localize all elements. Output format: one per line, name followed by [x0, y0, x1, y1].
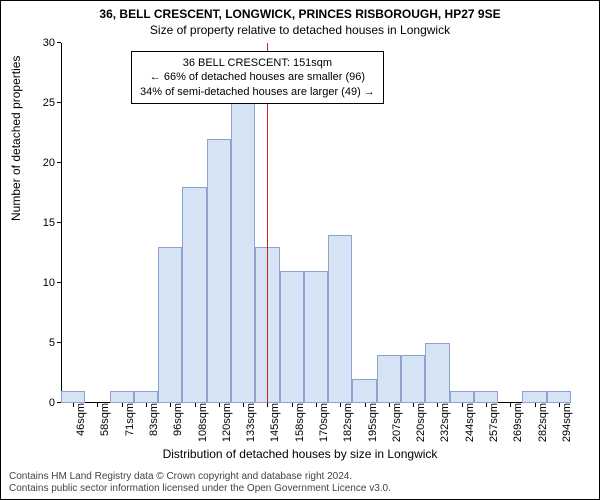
x-tick-mark: [316, 403, 317, 407]
x-tick: 282sqm: [535, 403, 549, 442]
y-tick-mark: [57, 102, 61, 103]
y-tick: 5: [49, 337, 61, 349]
x-tick: 182sqm: [340, 403, 354, 442]
x-tick-mark: [365, 403, 366, 407]
histogram-bar: [182, 187, 206, 403]
x-tick-mark: [559, 403, 560, 407]
y-axis-line: [61, 43, 62, 403]
histogram-bar: [547, 391, 571, 403]
y-axis-label: Number of detached properties: [9, 56, 23, 221]
histogram-bar: [207, 139, 231, 403]
footer-attribution: Contains HM Land Registry data © Crown c…: [9, 471, 391, 495]
x-tick-mark: [292, 403, 293, 407]
chart-title-line1: 36, BELL CRESCENT, LONGWICK, PRINCES RIS…: [1, 7, 599, 21]
x-tick-mark: [122, 403, 123, 407]
x-tick-mark: [146, 403, 147, 407]
x-tick-mark: [486, 403, 487, 407]
x-tick-mark: [437, 403, 438, 407]
x-tick-mark: [340, 403, 341, 407]
x-tick-mark: [462, 403, 463, 407]
x-tick: 158sqm: [292, 403, 306, 442]
histogram-bar: [474, 391, 498, 403]
x-tick-mark: [510, 403, 511, 407]
histogram-bar: [110, 391, 134, 403]
chart-figure: 36, BELL CRESCENT, LONGWICK, PRINCES RIS…: [0, 0, 600, 500]
annotation-box: 36 BELL CRESCENT: 151sqm← 66% of detache…: [131, 51, 384, 104]
histogram-bar: [61, 391, 85, 403]
x-axis-label: Distribution of detached houses by size …: [1, 447, 599, 461]
x-tick: 96sqm: [170, 403, 184, 436]
x-tick-mark: [535, 403, 536, 407]
x-tick: 244sqm: [462, 403, 476, 442]
x-tick: 232sqm: [437, 403, 451, 442]
histogram-bar: [450, 391, 474, 403]
annotation-line3: 34% of semi-detached houses are larger (…: [140, 85, 375, 99]
histogram-bar: [401, 355, 425, 403]
annotation-line2: ← 66% of detached houses are smaller (96…: [140, 70, 375, 84]
x-tick: 120sqm: [219, 403, 233, 442]
y-tick: 10: [43, 277, 61, 289]
x-tick: 257sqm: [486, 403, 500, 442]
x-tick: 83sqm: [146, 403, 160, 436]
x-tick: 71sqm: [122, 403, 136, 436]
y-tick-mark: [57, 282, 61, 283]
chart-title-line2: Size of property relative to detached ho…: [1, 23, 599, 37]
x-tick: 269sqm: [510, 403, 524, 442]
histogram-bar: [158, 247, 182, 403]
x-tick: 145sqm: [267, 403, 281, 442]
y-tick-mark: [57, 222, 61, 223]
histogram-bar: [328, 235, 352, 403]
x-tick: 46sqm: [73, 403, 87, 436]
x-tick-mark: [389, 403, 390, 407]
x-tick: 108sqm: [195, 403, 209, 442]
footer-line2: Contains public sector information licen…: [9, 483, 391, 495]
y-tick: 0: [49, 397, 61, 409]
x-tick-mark: [73, 403, 74, 407]
y-tick: 30: [43, 37, 61, 49]
x-tick-mark: [170, 403, 171, 407]
y-tick-mark: [57, 42, 61, 43]
plot-area: 05101520253046sqm58sqm71sqm83sqm96sqm108…: [61, 43, 571, 403]
x-tick: 195sqm: [365, 403, 379, 442]
x-tick-mark: [243, 403, 244, 407]
histogram-bar: [377, 355, 401, 403]
histogram-bar: [304, 271, 328, 403]
x-tick-mark: [267, 403, 268, 407]
histogram-bar: [352, 379, 376, 403]
x-tick-mark: [195, 403, 196, 407]
histogram-bar: [134, 391, 158, 403]
y-tick-mark: [57, 162, 61, 163]
x-tick-mark: [219, 403, 220, 407]
x-tick: 133sqm: [243, 403, 257, 442]
x-tick: 170sqm: [316, 403, 330, 442]
histogram-bar: [425, 343, 449, 403]
histogram-bar: [231, 103, 255, 403]
footer-line1: Contains HM Land Registry data © Crown c…: [9, 471, 391, 483]
annotation-line1: 36 BELL CRESCENT: 151sqm: [140, 56, 375, 70]
y-tick: 20: [43, 157, 61, 169]
y-tick: 15: [43, 217, 61, 229]
x-tick: 294sqm: [559, 403, 573, 442]
y-tick: 25: [43, 97, 61, 109]
histogram-bar: [522, 391, 546, 403]
x-tick-mark: [97, 403, 98, 407]
x-tick: 220sqm: [413, 403, 427, 442]
histogram-bar: [280, 271, 304, 403]
x-tick: 58sqm: [97, 403, 111, 436]
y-tick-mark: [57, 342, 61, 343]
x-tick-mark: [413, 403, 414, 407]
x-tick: 207sqm: [389, 403, 403, 442]
